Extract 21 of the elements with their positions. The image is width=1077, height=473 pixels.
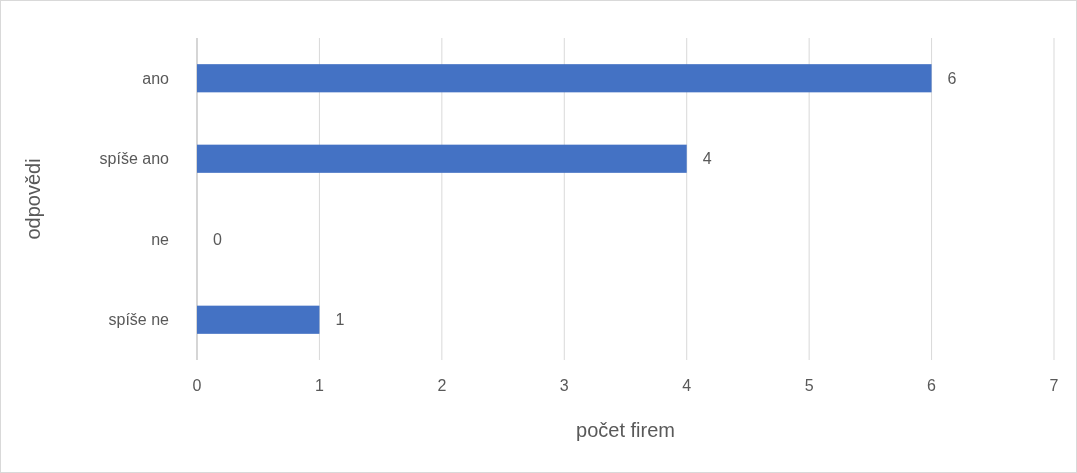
y-axis-title: odpovědi (22, 158, 44, 240)
x-tick-label: 3 (559, 377, 569, 394)
y-tick-label: ano (142, 69, 170, 87)
x-tick-label: 7 (1049, 377, 1059, 394)
y-tick-label: ne (151, 230, 170, 248)
x-tick-label: 2 (437, 377, 447, 394)
data-label: 0 (213, 230, 222, 248)
x-tick-label: 6 (927, 377, 937, 394)
bar (197, 64, 932, 93)
data-label: 6 (947, 69, 957, 87)
bar (197, 305, 320, 334)
x-axis-title: počet firem (576, 419, 675, 441)
x-tick-label: 1 (314, 377, 324, 394)
x-tick-label: 0 (192, 377, 202, 394)
y-tick-label: spíše ano (99, 150, 170, 168)
x-tick-label: 5 (804, 377, 814, 394)
y-tick-label: spíše ne (108, 311, 170, 329)
data-label: 1 (335, 311, 345, 329)
data-label: 4 (702, 150, 712, 168)
bar (197, 144, 687, 173)
x-tick-label: 4 (682, 377, 692, 394)
